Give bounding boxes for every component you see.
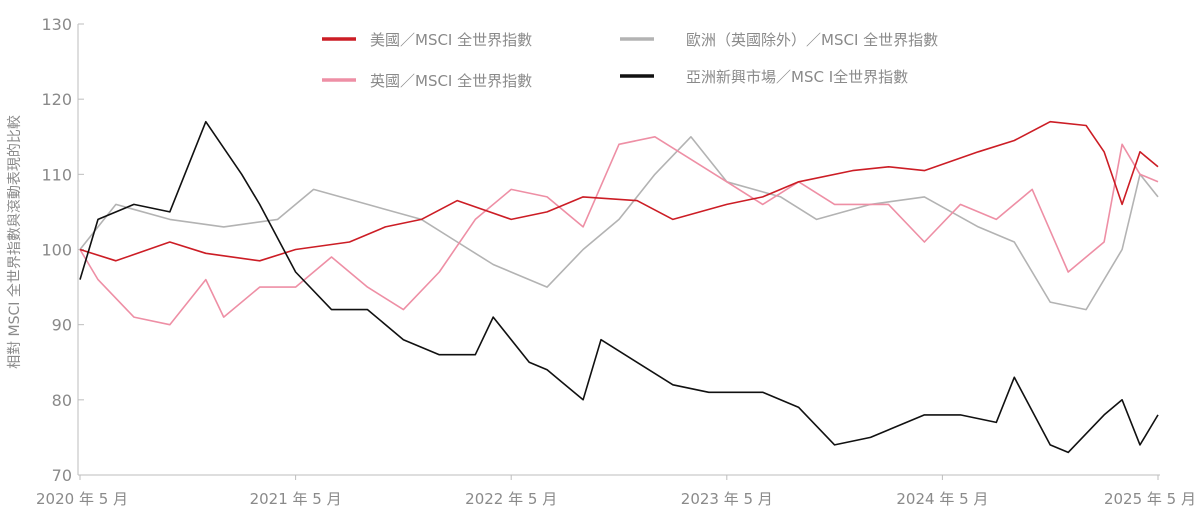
x-tick-label: 2024 年 5 月 xyxy=(896,490,988,508)
x-tick-label: 2025 年 5 月 xyxy=(1104,490,1196,508)
x-tick-label: 2022 年 5 月 xyxy=(465,490,557,508)
y-tick-label: 90 xyxy=(52,316,72,335)
y-tick-label: 80 xyxy=(52,391,72,410)
series-line-3 xyxy=(79,120,1159,454)
legend-item-0: 美國／MSCI 全世界指數 xyxy=(322,31,532,49)
y-tick-label: 120 xyxy=(41,90,72,109)
legend-item-2: 歐洲（英國除外）／MSCI 全世界指數 xyxy=(620,31,938,49)
y-tick-label: 70 xyxy=(52,466,72,485)
legend-item-1: 英國／MSCI 全世界指數 xyxy=(322,72,532,90)
y-tick-label: 100 xyxy=(41,241,72,260)
series-line-2 xyxy=(79,136,1159,311)
legend-label: 歐洲（英國除外）／MSCI 全世界指數 xyxy=(686,31,938,49)
axes xyxy=(77,24,1160,476)
y-ticks: 70 80 90 100 110 120 130 xyxy=(41,15,84,485)
legend-item-3: 亞洲新興市場／MSC I全世界指數 xyxy=(620,68,908,86)
series-line-1 xyxy=(79,136,1159,326)
x-ticks: 2020 年 5 月 2021 年 5 月 2022 年 5 月 2023 年 5 月… xyxy=(36,475,1196,508)
x-tick-label: 2021 年 5 月 xyxy=(250,490,342,508)
series-lines xyxy=(79,120,1159,454)
x-tick-label: 2020 年 5 月 xyxy=(36,490,128,508)
legend-label: 英國／MSCI 全世界指數 xyxy=(370,72,532,90)
legend-label: 美國／MSCI 全世界指數 xyxy=(370,31,532,49)
series-line-0 xyxy=(79,120,1159,262)
y-axis-label: 相對 MSCI 全世界指數與滾動表現的比較 xyxy=(6,115,23,369)
y-tick-label: 130 xyxy=(41,15,72,34)
y-tick-label: 110 xyxy=(41,165,72,184)
x-tick-label: 2023 年 5 月 xyxy=(681,490,773,508)
legend-label: 亞洲新興市場／MSC I全世界指數 xyxy=(686,68,908,86)
